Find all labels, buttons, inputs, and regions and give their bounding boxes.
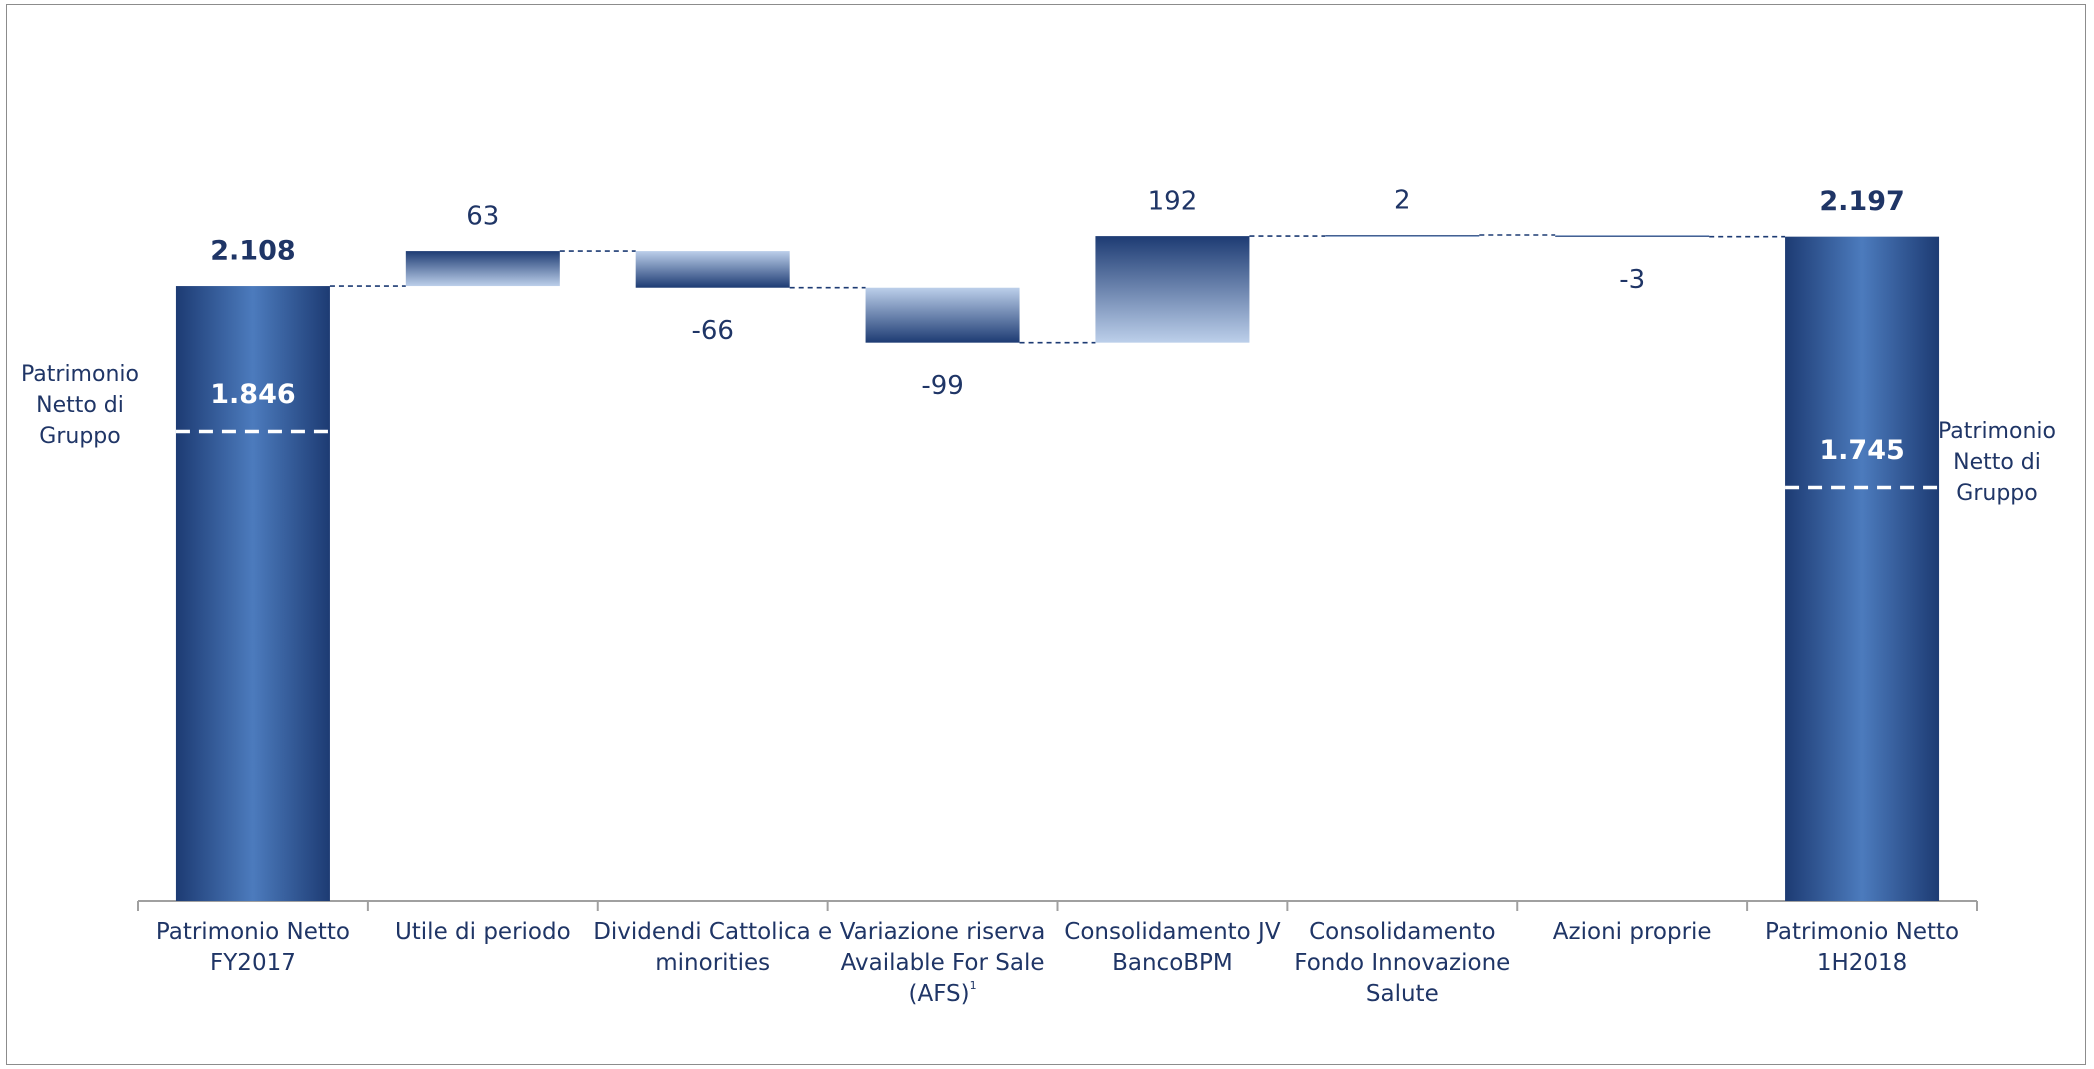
- bar: [1555, 235, 1710, 237]
- x-tick-label: Utile di periodo: [394, 919, 571, 945]
- x-tick-label: Variazione riserva Available For Sale (A…: [839, 919, 1046, 1007]
- bar: [175, 286, 330, 901]
- group-label: Patrimonio Netto di Gruppo: [1938, 418, 2056, 506]
- group-label: Patrimonio Netto di Gruppo: [21, 362, 139, 450]
- x-tick-label: Azioni proprie: [1552, 919, 1712, 945]
- value-label: -3: [1619, 265, 1645, 295]
- frame: [6, 4, 2086, 1065]
- value-label: 2.108: [210, 236, 295, 267]
- group-value-label: 1.846: [210, 379, 295, 410]
- footnote-marker: 1: [969, 979, 977, 992]
- value-label: 2: [1394, 186, 1411, 216]
- value-label: 192: [1148, 187, 1198, 217]
- value-label: 63: [466, 202, 499, 232]
- bar: [1325, 235, 1480, 237]
- x-tick-label: Consolidamento Fondo Innovazione Salute: [1294, 919, 1511, 1007]
- x-tick-label: Patrimonio Netto 1H2018: [1765, 919, 1960, 976]
- value-label: 2.197: [1819, 186, 1904, 217]
- bar: [865, 287, 1020, 343]
- x-tick-label: Consolidamento JV BancoBPM: [1064, 919, 1281, 976]
- value-label: -99: [921, 371, 963, 401]
- bar: [635, 251, 790, 288]
- x-tick-label: Dividendi Cattolica e minorities: [593, 919, 833, 976]
- group-value-label: 1.745: [1819, 435, 1904, 466]
- x-tick-label: Patrimonio Netto FY2017: [155, 919, 350, 976]
- value-label: -66: [691, 316, 733, 346]
- bar: [1785, 236, 1940, 902]
- bar: [1095, 236, 1250, 343]
- bar: [405, 251, 560, 287]
